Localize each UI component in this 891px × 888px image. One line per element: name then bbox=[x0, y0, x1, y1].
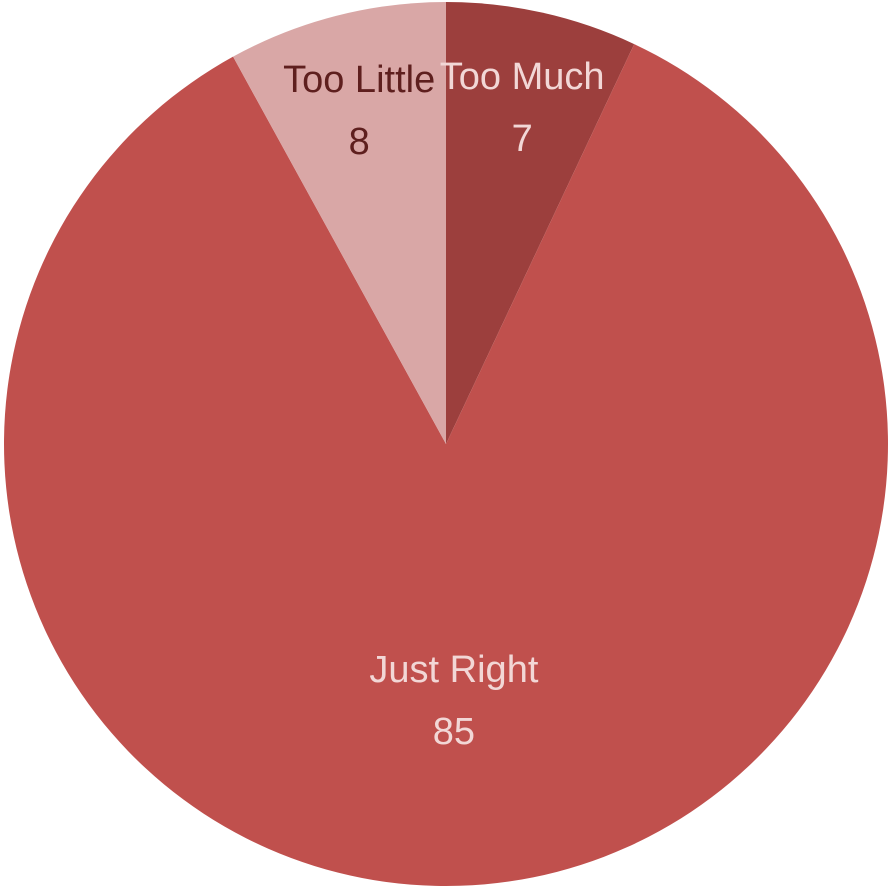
pie-slice-too-little bbox=[233, 2, 446, 444]
data-label-category: Too Little bbox=[283, 59, 435, 101]
data-label-value: 8 bbox=[349, 121, 370, 163]
data-label-too-little: Too Little 8 bbox=[283, 59, 435, 163]
data-label-just-right: Just Right 85 bbox=[369, 649, 538, 753]
pie-slice-too-much bbox=[446, 2, 635, 444]
pie-slice-just-right bbox=[4, 44, 889, 886]
data-label-too-much: Too Much 7 bbox=[440, 56, 605, 160]
data-label-value: 85 bbox=[433, 711, 475, 753]
data-label-value: 7 bbox=[512, 118, 533, 160]
data-label-category: Just Right bbox=[369, 649, 538, 691]
data-label-category: Too Much bbox=[440, 56, 605, 98]
